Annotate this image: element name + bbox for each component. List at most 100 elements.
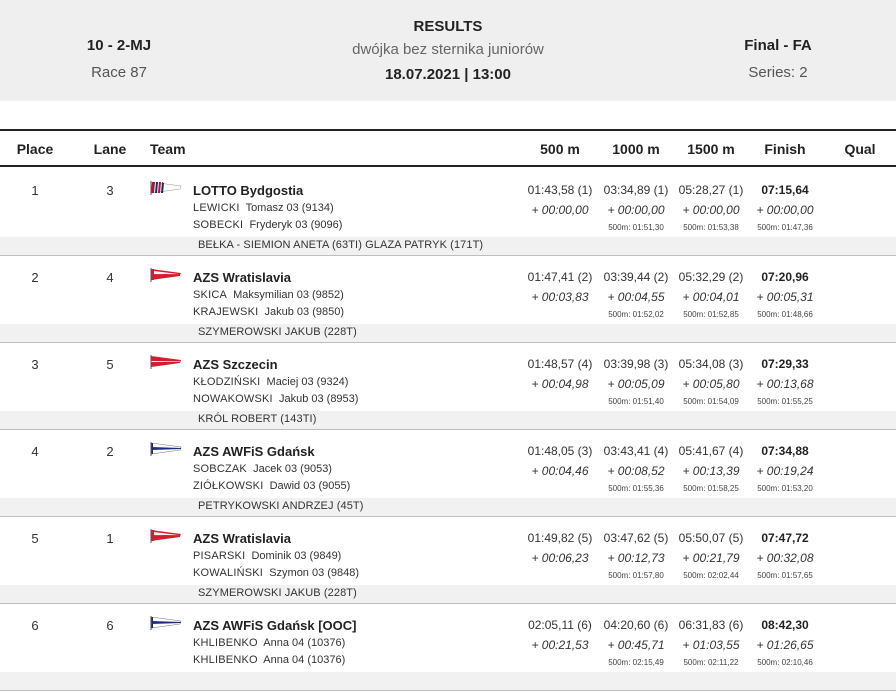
- rower-1-surname: PISARSKI: [193, 550, 246, 562]
- rower-2: NOWAKOWSKI Jakub 03 (8953): [193, 393, 358, 405]
- split-rate: 500m: 02:02,44: [683, 571, 739, 580]
- split-time: 05:28,27 (1): [678, 183, 744, 197]
- rower-1-details: Dominik 03 (9849): [251, 550, 342, 562]
- rower-1-details: Jacek 03 (9053): [253, 463, 332, 475]
- split-diff: + 00:04,46: [531, 464, 589, 478]
- split-diff: + 00:32,08: [756, 551, 814, 565]
- col-qual: Qual: [844, 141, 876, 157]
- white-red-flag-icon: [150, 529, 181, 543]
- row-divider: [0, 516, 896, 517]
- split-diff: + 00:05,09: [607, 377, 665, 391]
- coach-names: SZYMEROWSKI JAKUB (228T): [198, 326, 357, 338]
- split-diff: + 00:13,39: [682, 464, 740, 478]
- split-rate: 500m: 01:55,36: [608, 484, 664, 493]
- rower-2-surname: NOWAKOWSKI: [193, 393, 273, 405]
- split-time: 07:47,72: [761, 531, 809, 545]
- crew-name: LOTTO Bydgostia: [193, 183, 304, 198]
- page-title: RESULTS: [413, 18, 483, 35]
- lane-value: 2: [106, 444, 114, 459]
- split-time: 03:47,62 (5): [603, 531, 669, 545]
- split-rate: 500m: 01:58,25: [683, 484, 739, 493]
- rower-2-surname: ZIÓŁKOWSKI: [193, 480, 264, 492]
- split-time: 05:41,67 (4): [678, 444, 744, 458]
- rower-1: PISARSKI Dominik 03 (9849): [193, 550, 341, 562]
- red-white-flag-icon: [150, 355, 181, 369]
- split-rate: 500m: 01:53,20: [757, 484, 813, 493]
- split-rate: 500m: 01:52,02: [608, 310, 664, 319]
- result-row-main: 2 4 AZS Wratislavia SKICA Maksymilian 03…: [0, 256, 896, 324]
- row-divider: [0, 429, 896, 430]
- place-value: 4: [31, 444, 39, 459]
- col-500m: 500 m: [540, 141, 580, 157]
- rower-2-details: Anna 04 (10376): [263, 654, 346, 666]
- lane-value: 4: [106, 270, 114, 285]
- split-diff: + 00:21,79: [682, 551, 740, 565]
- split-diff: + 00:00,00: [607, 203, 665, 217]
- split-time: 01:47,41 (2): [527, 270, 593, 284]
- split-time: 08:42,30: [761, 618, 809, 632]
- col-place: Place: [16, 141, 54, 157]
- col-team: Team: [150, 141, 186, 157]
- row-divider: [0, 342, 896, 343]
- result-row-main: 5 1 AZS Wratislavia PISARSKI Dominik 03 …: [0, 517, 896, 585]
- date-time: 18.07.2021 | 13:00: [385, 66, 511, 83]
- rower-2: KOWALIŃSKI Szymon 03 (9848): [193, 567, 359, 579]
- split-time: 03:39,98 (3): [603, 357, 669, 371]
- white-navy-flag-icon: [150, 442, 182, 456]
- coach-bar: KRÓL ROBERT (143TI): [0, 411, 896, 430]
- rower-1-surname: LEWICKI: [193, 202, 240, 214]
- crew-name: AZS Wratislavia: [193, 270, 292, 285]
- result-row-main: 3 5 AZS Szczecin KŁODZIŃSKI Maciej 03 (9…: [0, 343, 896, 411]
- final-info: Final - FA Series: 2: [700, 36, 856, 83]
- split-rate: 500m: 01:54,09: [683, 397, 739, 406]
- coach-names: KRÓL ROBERT (143TI): [198, 413, 317, 425]
- result-row: 4 2 AZS AWFiS Gdańsk SOBCZAK Jacek 03 (9…: [0, 430, 896, 517]
- rower-1-details: Tomasz 03 (9134): [245, 202, 334, 214]
- split-time: 07:15,64: [761, 183, 809, 197]
- place-value: 5: [31, 531, 39, 546]
- split-time: 01:48,05 (3): [527, 444, 593, 458]
- result-row-main: 1 3 LOTTO Bydgostia LEWICKI Tomasz 03 (9…: [0, 169, 896, 237]
- row-divider: [0, 690, 896, 691]
- split-time: 01:49,82 (5): [527, 531, 593, 545]
- split-rate: 500m: 01:48,66: [757, 310, 813, 319]
- place-value: 6: [31, 618, 39, 633]
- white-red-flag-icon: [150, 268, 181, 282]
- split-diff: + 00:04,55: [607, 290, 665, 304]
- split-diff: + 00:13,68: [756, 377, 814, 391]
- rower-2-surname: KOWALIŃSKI: [193, 567, 264, 579]
- lane-value: 1: [106, 531, 114, 546]
- crew-name: AZS Szczecin: [193, 357, 278, 372]
- split-time: 02:05,11 (6): [528, 618, 592, 632]
- split-time: 06:31,83 (6): [678, 618, 744, 632]
- rower-2: SOBECKI Fryderyk 03 (9096): [193, 219, 342, 231]
- crew-name: AZS AWFiS Gdańsk: [193, 444, 315, 459]
- table-header: Place Lane Team 500 m 1000 m 1500 m Fini…: [0, 129, 896, 167]
- col-lane: Lane: [93, 141, 127, 157]
- results-header: 10 - 2-MJ Race 87 RESULTS dwójka bez ste…: [0, 0, 896, 101]
- rower-1-details: Maksymilian 03 (9852): [233, 289, 344, 301]
- split-time: 04:20,60 (6): [603, 618, 669, 632]
- split-rate: 500m: 01:55,25: [757, 397, 813, 406]
- rower-1-surname: SKICA: [193, 289, 228, 301]
- col-1500m: 1500 m: [687, 141, 735, 157]
- split-diff: + 00:45,71: [607, 638, 665, 652]
- rower-1: LEWICKI Tomasz 03 (9134): [193, 202, 334, 214]
- coach-bar: SZYMEROWSKI JAKUB (228T): [0, 324, 896, 343]
- stripes-white-flag-icon: [150, 181, 182, 195]
- col-1000m: 1000 m: [612, 141, 660, 157]
- split-diff: + 00:00,00: [682, 203, 740, 217]
- coach-bar: BEŁKA - SIEMION ANETA (63TI) GLAZA PATRY…: [0, 237, 896, 256]
- rower-1: SKICA Maksymilian 03 (9852): [193, 289, 344, 301]
- final-label: Final - FA: [744, 37, 812, 54]
- crew-name: AZS AWFiS Gdańsk [OOC]: [193, 618, 357, 633]
- split-time: 07:20,96: [761, 270, 809, 284]
- split-diff: + 00:04,98: [531, 377, 589, 391]
- result-row-main: 4 2 AZS AWFiS Gdańsk SOBCZAK Jacek 03 (9…: [0, 430, 896, 498]
- title-block: RESULTS dwójka bez sternika juniorów 18.…: [298, 17, 598, 86]
- coach-names: SZYMEROWSKI JAKUB (228T): [198, 587, 357, 599]
- crew-name: AZS Wratislavia: [193, 531, 292, 546]
- split-diff: + 00:19,24: [756, 464, 814, 478]
- split-rate: 500m: 01:57,65: [757, 571, 813, 580]
- result-row: 1 3 LOTTO Bydgostia LEWICKI Tomasz 03 (9…: [0, 169, 896, 256]
